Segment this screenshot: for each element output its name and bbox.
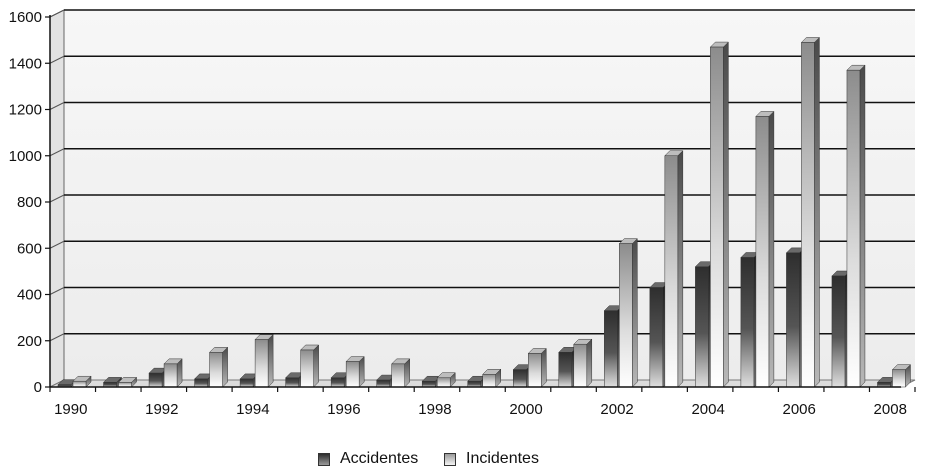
y-tick-label-1200: 1200: [9, 102, 42, 119]
gridline-side-1200: [49, 102, 65, 110]
legend-item-incidentes: Incidentes: [444, 450, 539, 468]
bar-incidentes-1995: [300, 344, 320, 388]
y-tick-label-600: 600: [17, 240, 42, 257]
axes: [45, 15, 916, 392]
accidentes-swatch-icon: [318, 452, 330, 466]
x-tick-label-2006: 2006: [782, 401, 815, 418]
y-tick-label-800: 800: [17, 194, 42, 211]
bar-incidentes-2005: [755, 110, 775, 388]
bar-incidentes-2003: [664, 150, 684, 388]
incidentes-swatch-icon: [444, 452, 456, 466]
x-tick-label-2004: 2004: [691, 401, 724, 418]
plot-background: [49, 9, 916, 388]
y-tick-label-400: 400: [17, 287, 42, 304]
x-tick-label-1994: 1994: [236, 401, 269, 418]
y-tick-label-200: 200: [17, 333, 42, 350]
x-tick-label-2008: 2008: [874, 401, 907, 418]
gridline-side-200: [49, 333, 65, 342]
legend-label-incidentes: Incidentes: [466, 450, 539, 467]
x-tick-label-1998: 1998: [418, 401, 451, 418]
bar-incidentes-1997: [391, 358, 411, 388]
legend-label-accidentes: Accidentes: [340, 450, 419, 467]
bar-incidentes-2006: [800, 36, 821, 388]
bar-incidentes-1998: [436, 372, 456, 388]
x-tick-label-1996: 1996: [327, 401, 360, 418]
x-tick-label-1992: 1992: [145, 401, 178, 418]
x-tick-label-1990: 1990: [54, 401, 87, 418]
y-tick-label-0: 0: [34, 379, 42, 396]
gridline-side-1600: [49, 9, 65, 18]
bar-incidentes-1996: [345, 355, 365, 388]
gridline-side-600: [49, 240, 65, 249]
x-axis-tick-labels: 1990 1992 1994 1996 1998 2000 2002 2004 2006 2008: [54, 401, 907, 418]
gridline-side-400: [49, 287, 65, 295]
bar-incidentes-2007: [846, 64, 866, 388]
y-tick-label-1000: 1000: [9, 148, 42, 165]
bars: [57, 36, 912, 388]
bar-incidentes-2001: [573, 338, 593, 388]
bar-incidentes-1992: [163, 358, 183, 388]
y-tick-label-1600: 1600: [9, 9, 42, 26]
y-axis-tick-labels: 0 200 400 600 800 1000 1200 1400 1600: [9, 9, 42, 396]
gridline-side-800: [49, 194, 65, 203]
gridline-side-1400: [49, 55, 65, 64]
bar-incidentes-1999: [482, 368, 502, 388]
x-tick-label-2002: 2002: [600, 401, 633, 418]
bar-accidentes-1991: [102, 376, 123, 388]
bar-incidentes-2000: [527, 347, 547, 388]
bar-incidentes-1993: [208, 346, 229, 388]
bar-incidentes-1990: [72, 375, 92, 388]
x-tick-label-2000: 2000: [509, 401, 542, 418]
legend: Accidentes Incidentes: [0, 450, 926, 474]
bar-incidentes-2008: [891, 364, 912, 388]
gridline-side-1000: [49, 148, 65, 157]
y-tick-label-1400: 1400: [9, 55, 42, 72]
bar-incidentes-1994: [254, 333, 274, 388]
bar-incidentes-2004: [709, 41, 729, 388]
bar-incidentes-2002: [618, 238, 638, 388]
legend-item-accidentes: Accidentes: [318, 450, 418, 468]
